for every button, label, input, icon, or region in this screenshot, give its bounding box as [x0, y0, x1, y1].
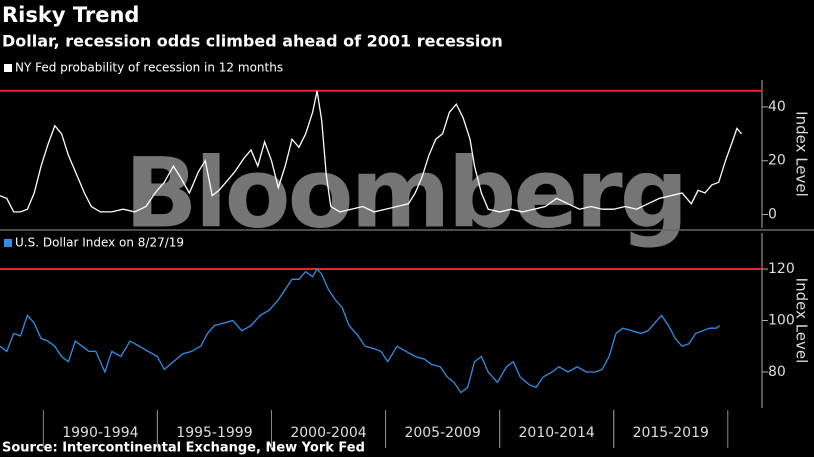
y-tick-label: 100 — [768, 313, 795, 329]
y-axis-label: Index Level — [793, 278, 811, 364]
legend-swatch — [4, 239, 12, 247]
y-tick-label: 120 — [768, 261, 795, 277]
data-line — [0, 90, 742, 213]
y-axis-label: Index Level — [793, 111, 811, 197]
watermark: Bloomberg — [125, 137, 686, 249]
legend-label: NY Fed probability of recession in 12 mo… — [15, 61, 283, 75]
x-tick-label: 2005-2009 — [404, 425, 480, 441]
source: Source: Intercontinental Exchange, New Y… — [2, 441, 365, 456]
x-tick-label: 2000-2004 — [290, 425, 366, 441]
x-tick-label: 2015-2019 — [633, 425, 709, 441]
y-tick-label: 80 — [768, 364, 786, 380]
x-tick-label: 1990-1994 — [62, 425, 138, 441]
x-tick-label: 1995-1999 — [176, 425, 252, 441]
y-tick-label: 40 — [768, 99, 786, 115]
y-tick-label: 20 — [768, 153, 786, 169]
data-line — [0, 267, 721, 394]
y-tick-label: 0 — [768, 207, 777, 223]
chart-title: Risky Trend — [2, 3, 139, 27]
legend-swatch — [4, 64, 12, 72]
chart-subtitle: Dollar, recession odds climbed ahead of … — [2, 32, 503, 51]
x-tick-label: 2010-2014 — [519, 425, 595, 441]
legend-label: U.S. Dollar Index on 8/27/19 — [15, 236, 184, 250]
